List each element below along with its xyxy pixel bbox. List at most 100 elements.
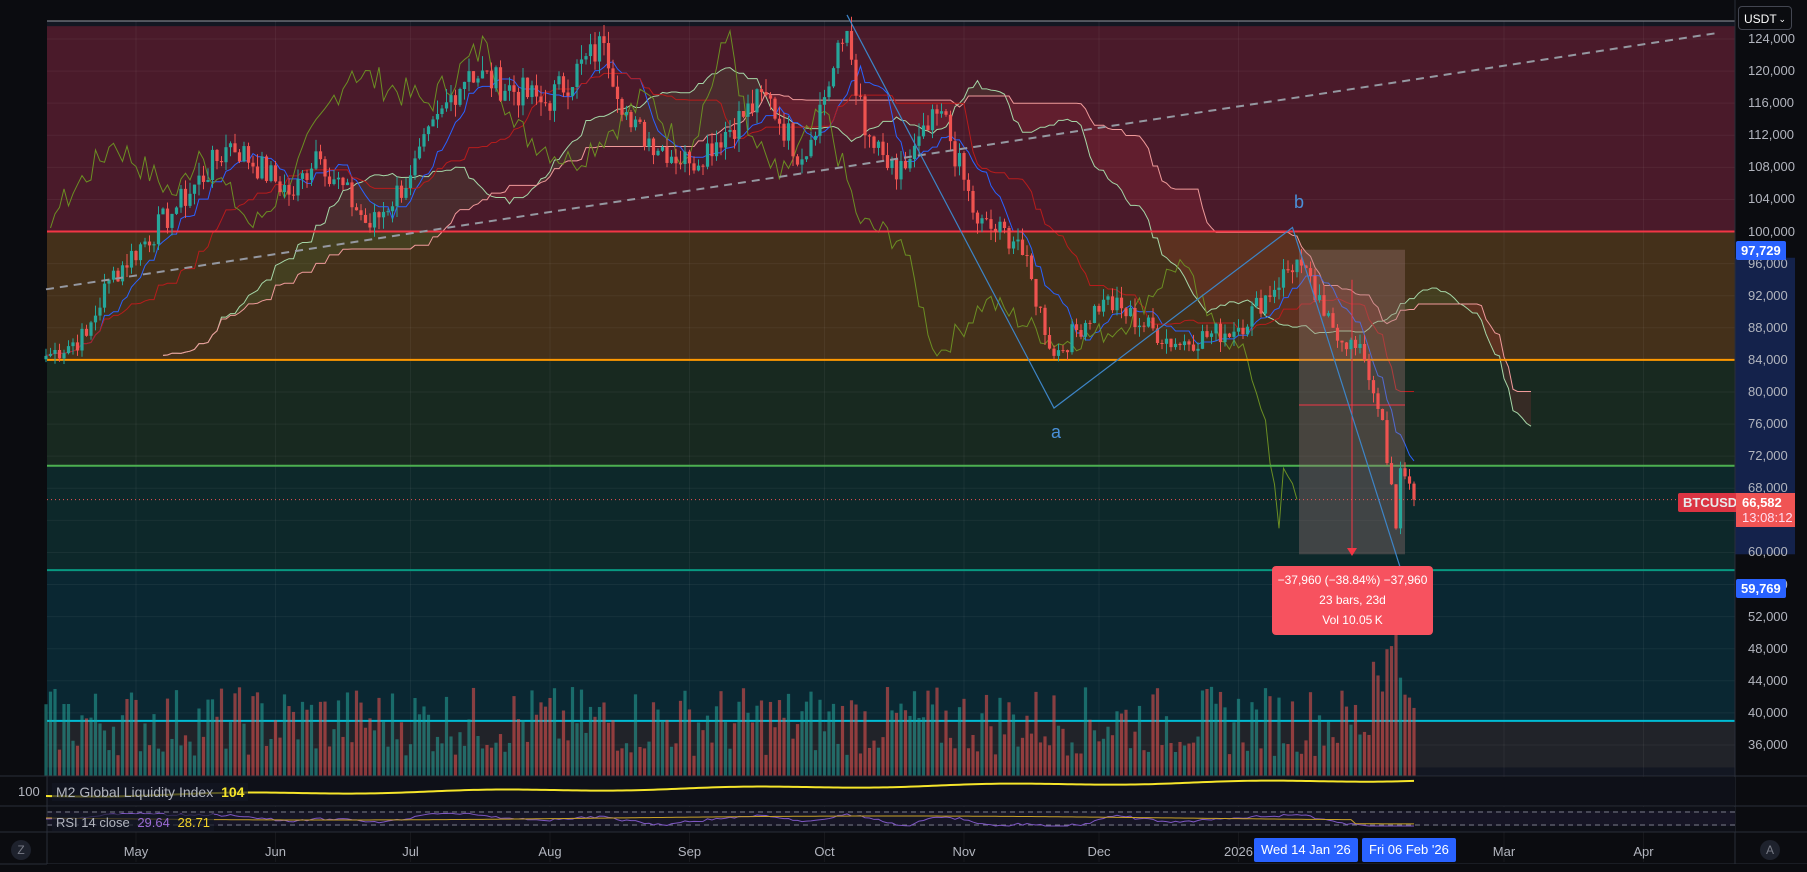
candle-body xyxy=(858,95,863,97)
ichimoku-cloud-segment xyxy=(811,100,816,129)
volume-bar xyxy=(615,750,620,776)
ichimoku-cloud-segment xyxy=(1243,232,1248,302)
candle-body xyxy=(1106,296,1110,300)
volume-bar xyxy=(1236,698,1241,776)
volume-bar xyxy=(872,740,876,776)
volume-bar xyxy=(467,719,471,776)
volume-bar xyxy=(755,705,759,776)
candle-body xyxy=(282,184,287,193)
volume-bar xyxy=(1295,751,1299,776)
ichimoku-cloud-segment xyxy=(1346,288,1351,331)
volume-bar xyxy=(161,751,165,776)
candle-body xyxy=(1101,299,1106,312)
candle-body xyxy=(1389,463,1394,485)
candle-body xyxy=(1196,348,1200,351)
volume-bar xyxy=(773,727,777,776)
volume-bar xyxy=(359,702,363,776)
candle-body xyxy=(989,219,993,229)
rsi-legend[interactable]: RSI 14 close 29.64 28.71 xyxy=(52,814,215,831)
ichimoku-cloud-segment xyxy=(1468,304,1473,313)
candle-body xyxy=(939,111,944,114)
ichimoku-cloud-segment xyxy=(239,302,244,313)
volume-bar xyxy=(174,690,179,776)
candle-body xyxy=(827,86,831,98)
ichimoku-cloud-segment xyxy=(1445,291,1450,305)
candle-body xyxy=(390,206,395,212)
volume-bar xyxy=(530,690,534,776)
ichimoku-cloud-segment xyxy=(509,185,514,204)
candle-body xyxy=(1155,328,1160,344)
candle-body xyxy=(804,156,809,160)
candle-body xyxy=(1232,331,1236,337)
volume-bar xyxy=(516,719,521,776)
volume-bar xyxy=(372,730,377,776)
volume-bar xyxy=(1376,675,1380,776)
candle-body xyxy=(1020,239,1025,256)
volume-bar xyxy=(723,722,728,776)
ichimoku-cloud-segment xyxy=(446,170,451,228)
zoom-button[interactable]: Z xyxy=(11,840,31,860)
volume-bar xyxy=(1367,734,1371,776)
candle-body xyxy=(768,95,773,99)
ichimoku-cloud-segment xyxy=(1216,232,1221,309)
volume-bar xyxy=(1304,740,1308,776)
price-zone xyxy=(47,359,1735,466)
candle-body xyxy=(899,160,903,180)
candle-body xyxy=(260,156,264,179)
rsi-ma-line xyxy=(45,815,1415,825)
volume-bar xyxy=(1358,734,1362,776)
candle-body xyxy=(786,123,791,141)
candle-body xyxy=(885,155,890,169)
volume-bar xyxy=(1173,751,1178,776)
ichimoku-cloud-segment xyxy=(1013,103,1018,123)
candle-body xyxy=(516,91,521,106)
volume-bar xyxy=(138,751,143,776)
ichimoku-cloud-segment xyxy=(379,174,384,249)
ichimoku-cloud-segment xyxy=(1238,232,1243,304)
candle-body xyxy=(710,143,714,157)
symbol-label: BTCUSDT xyxy=(1678,493,1751,512)
volume-bar xyxy=(440,743,444,776)
volume-bar xyxy=(1011,714,1016,776)
volume-bar xyxy=(975,751,980,776)
ichimoku-cloud-segment xyxy=(365,176,370,249)
candle-body xyxy=(1029,255,1034,280)
candle-body xyxy=(1371,380,1376,394)
auto-scale-button[interactable]: A xyxy=(1760,840,1780,860)
volume-bar xyxy=(660,721,665,776)
ichimoku-cloud-segment xyxy=(1342,288,1347,331)
ichimoku-cloud-segment xyxy=(374,174,379,249)
ichimoku-cloud-segment xyxy=(1067,103,1072,122)
volume-bar xyxy=(1322,745,1326,776)
ichimoku-cloud-segment xyxy=(680,92,685,147)
candle-body xyxy=(1047,335,1052,349)
volume-bar xyxy=(764,754,768,776)
candle-body xyxy=(165,208,170,228)
candle-body xyxy=(449,95,453,103)
ichimoku-cloud-segment xyxy=(419,175,424,246)
candle-body xyxy=(80,328,84,351)
candle-body xyxy=(1344,342,1349,350)
candle-body xyxy=(728,129,732,132)
volume-bar xyxy=(1250,702,1254,776)
ichimoku-cloud-segment xyxy=(343,189,348,250)
volume-bar xyxy=(741,688,746,776)
ichimoku-cloud-segment xyxy=(307,241,312,273)
price-tick-label: 104,000 xyxy=(1748,191,1795,207)
ichimoku-cloud-segment xyxy=(590,117,595,148)
candle-body xyxy=(197,175,201,185)
volume-bar xyxy=(327,746,332,776)
ichimoku-cloud-segment xyxy=(275,263,280,286)
volume-bar xyxy=(219,688,224,776)
volume-bar xyxy=(1407,697,1412,776)
ichimoku-cloud-segment xyxy=(568,141,573,161)
ichimoku-cloud-segment xyxy=(1085,108,1090,157)
currency-select[interactable]: USDT ⌄ xyxy=(1738,6,1792,30)
candle-body xyxy=(957,153,962,167)
m2-legend[interactable]: M2 Global Liquidity Index 104 xyxy=(52,783,249,801)
candle-body xyxy=(1002,221,1007,229)
volume-bar xyxy=(399,722,404,776)
price-zone xyxy=(47,570,1735,721)
ichimoku-cloud-segment xyxy=(545,171,550,181)
